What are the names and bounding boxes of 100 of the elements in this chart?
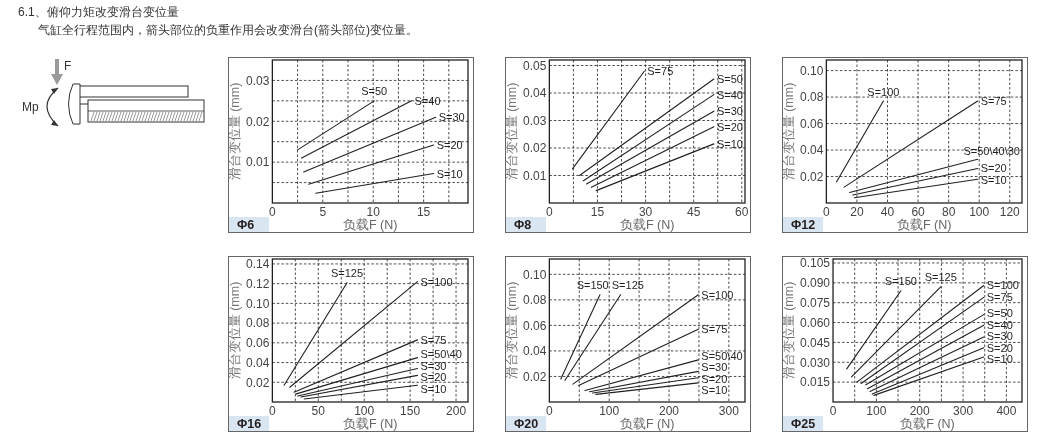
series-label: S=40 (986, 318, 1013, 331)
series-label: S=10 (420, 383, 447, 395)
xtick: 15 (590, 205, 605, 219)
ytick: 0.045 (800, 335, 831, 350)
ytick: 0.04 (800, 143, 824, 158)
ytick: 0.04 (246, 355, 270, 370)
series-label: S=50 (986, 307, 1013, 320)
ylabel: 滑台变位量 (mm) (228, 82, 242, 181)
ytick: 0.01 (523, 168, 547, 183)
ytick: 0.05 (523, 58, 547, 73)
ylabel: 滑台变位量 (mm) (505, 82, 519, 181)
xtick: 300 (953, 404, 974, 418)
ytick: 0.03 (246, 73, 270, 88)
ytick: 0.12 (246, 276, 270, 291)
title: Φ20 (514, 417, 539, 431)
xtick: 5 (319, 205, 327, 219)
xtick: 30 (638, 205, 653, 219)
series-label: S=20 (701, 372, 728, 385)
series-label: S=50 (361, 85, 388, 98)
xlabel: 负载F (N) (342, 417, 398, 431)
xtick: 0 (829, 404, 837, 418)
series-label: S=30 (701, 361, 728, 374)
series-label: S=75 (980, 95, 1007, 107)
xtick: 200 (659, 404, 680, 418)
xtick: 50 (311, 404, 325, 418)
ytick: 0.06 (246, 336, 270, 351)
series-label: S=10 (701, 384, 728, 397)
ytick: 0.08 (246, 316, 270, 331)
xtick: 100 (599, 404, 620, 418)
xtick: 300 (718, 404, 739, 418)
ytick: 0.105 (800, 256, 831, 271)
ytick: 0.06 (523, 318, 547, 333)
subtitle: 气缸全行程范围内，箭头部位的负重作用会改变滑台(箭头部位)变位量。 (38, 23, 418, 37)
ylabel: 滑台变位量 (mm) (228, 281, 242, 380)
xlabel: 负载F (N) (342, 218, 398, 232)
series-label: S=10 (436, 167, 463, 180)
ytick: 0.08 (523, 293, 547, 308)
series-label: S=40 (414, 94, 441, 107)
xtick: 60 (911, 205, 925, 219)
series-label: S=20 (420, 371, 447, 384)
xtick: 80 (941, 205, 956, 219)
series-label: S=150 (884, 275, 917, 288)
series-label: S=10 (980, 173, 1007, 186)
title: 6.1、俯仰力矩改变滑台变位量 (18, 5, 179, 19)
ytick: 0.03 (523, 113, 547, 128)
xtick: 100 (354, 404, 375, 418)
xlabel: 负载F (N) (896, 218, 952, 232)
series-label: S=20 (980, 162, 1007, 175)
xtick: 0 (823, 205, 830, 219)
xtick: 20 (850, 205, 864, 219)
xtick: 15 (416, 205, 431, 219)
xtick: 0 (269, 205, 276, 219)
annotation: F (64, 59, 72, 73)
series-label: S=30 (716, 105, 743, 118)
title: Φ8 (514, 218, 532, 232)
xtick: 45 (687, 205, 701, 219)
series-label: S=30 (438, 111, 465, 124)
series-label: S=50 (716, 72, 743, 85)
series-label: S=30 (420, 359, 447, 372)
ylabel: 滑台变位量 (mm) (505, 281, 519, 380)
ytick: 0.02 (523, 141, 547, 156)
series-label: S=40 (716, 88, 743, 101)
series-label: S=75 (420, 333, 447, 346)
xtick: 400 (996, 404, 1017, 418)
series-label: S=75 (701, 323, 728, 336)
ylabel: 滑台变位量 (mm) (782, 82, 796, 181)
ytick: 0.08 (800, 90, 824, 105)
ytick: 0.10 (246, 296, 270, 311)
xtick: 120 (999, 205, 1020, 219)
title: Φ16 (237, 417, 262, 431)
series-label: S=30 (986, 330, 1013, 343)
title: Φ6 (237, 218, 255, 232)
annotation: Mp (22, 100, 39, 114)
series-label: S=100 (701, 288, 734, 301)
xtick: 0 (546, 205, 553, 219)
ytick: 0.04 (523, 344, 547, 359)
ylabel: 滑台变位量 (mm) (782, 281, 796, 380)
series-label: S=20 (986, 341, 1013, 354)
series-label: S=50\40\30 (963, 144, 1020, 157)
series-label: S=10 (986, 353, 1013, 366)
ytick: 0.10 (800, 63, 824, 78)
ytick: 0.02 (523, 369, 547, 384)
xtick: 200 (909, 404, 930, 418)
series-label: S=75 (647, 65, 674, 78)
xtick: 60 (735, 205, 749, 219)
title: Φ25 (791, 417, 816, 431)
xtick: 100 (969, 205, 990, 219)
series-label: S=10 (716, 137, 743, 150)
ytick: 0.14 (246, 257, 270, 272)
xtick: 0 (269, 404, 276, 418)
series-label: S=75 (986, 291, 1013, 304)
xtick: 0 (546, 404, 553, 418)
ytick: 0.10 (523, 267, 547, 282)
ytick: 0.075 (800, 296, 831, 310)
xlabel: 负载F (N) (900, 417, 955, 431)
series-label: S=100 (986, 279, 1019, 292)
ytick: 0.090 (800, 276, 831, 291)
ytick: 0.015 (800, 375, 831, 390)
title: Φ12 (791, 218, 816, 232)
ytick: 0.02 (246, 375, 270, 390)
